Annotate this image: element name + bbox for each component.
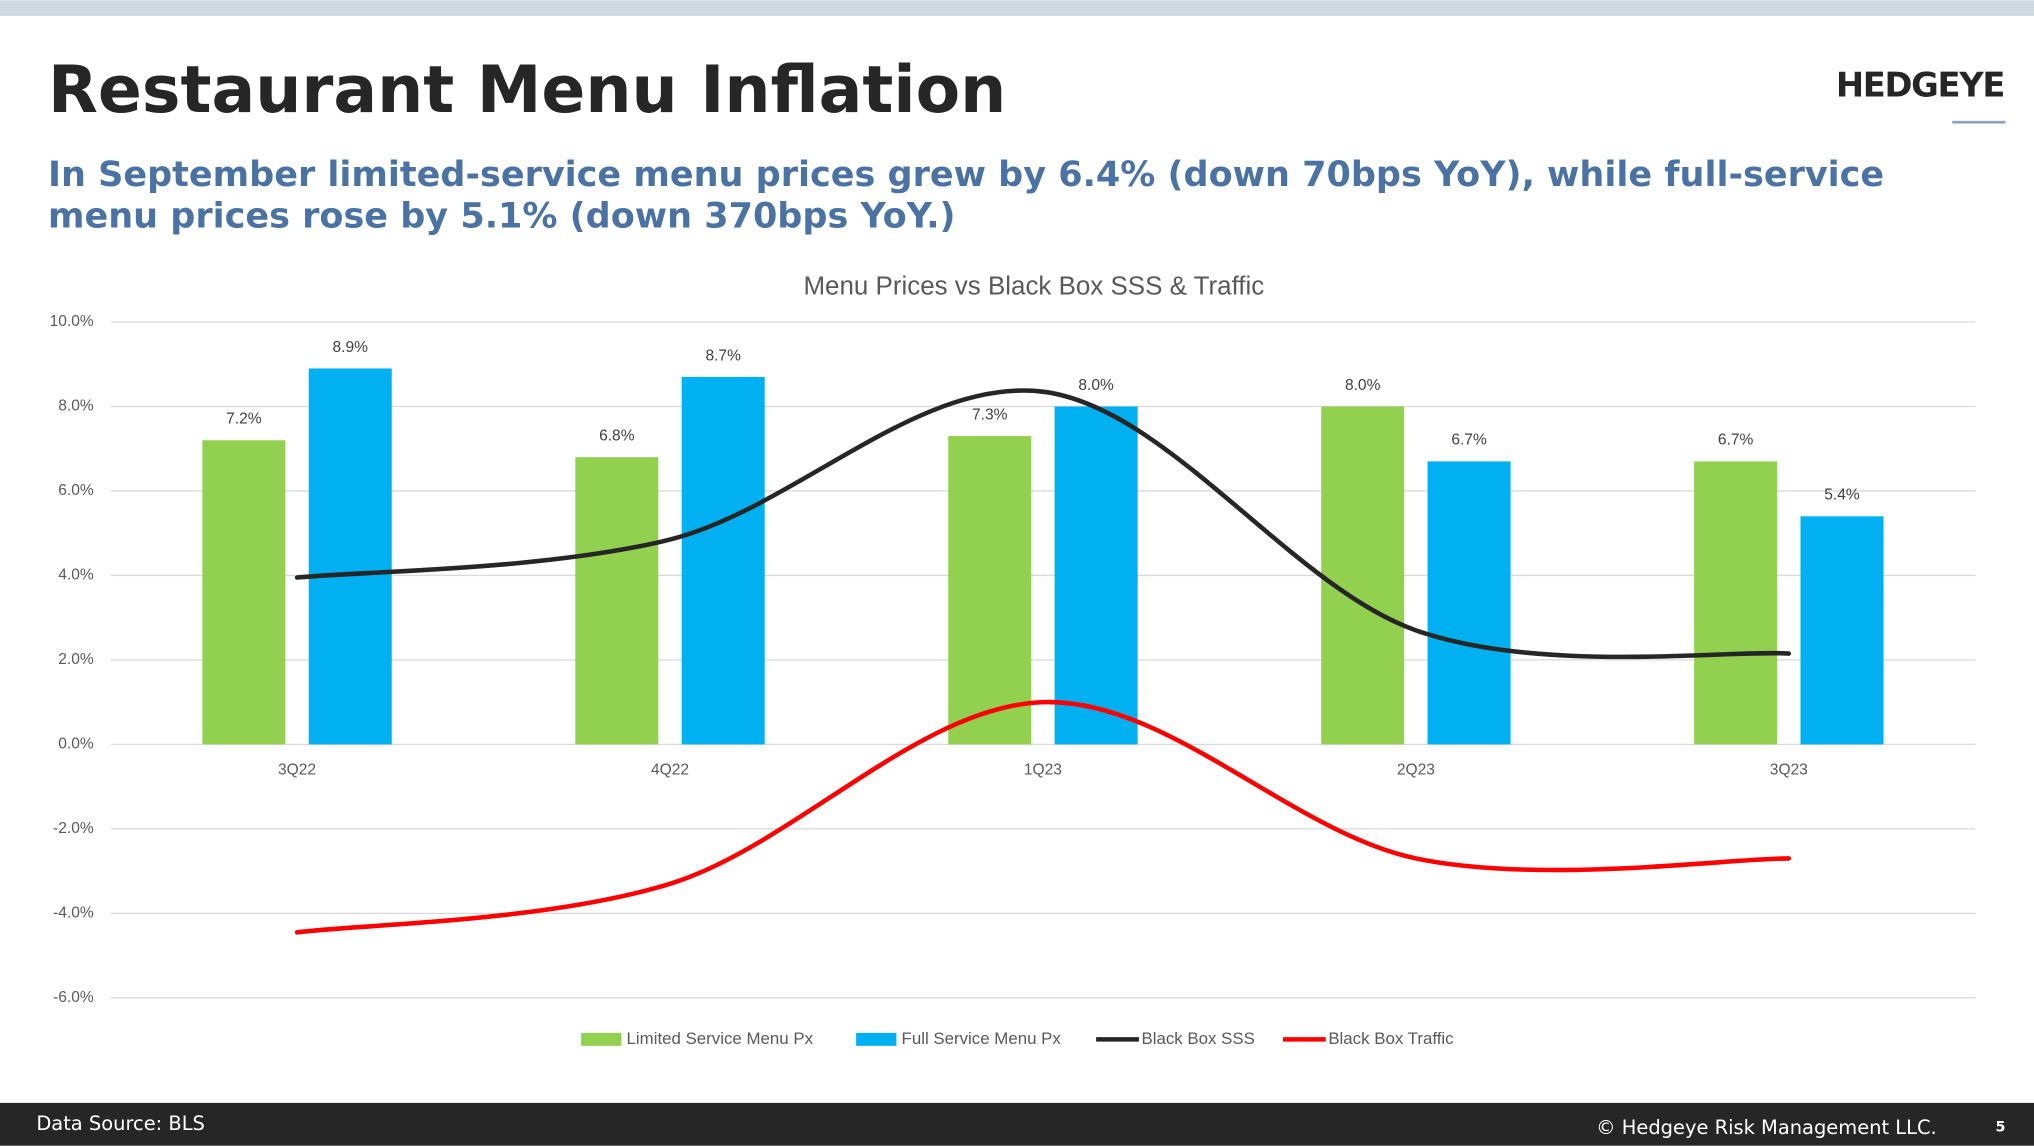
- y-tick-label: 8.0%: [58, 398, 94, 415]
- value-label: 6.8%: [599, 428, 635, 445]
- bar: [308, 368, 392, 745]
- legend-swatch: [856, 1032, 897, 1046]
- x-tick-label: 3Q22: [278, 761, 316, 778]
- value-label: 7.3%: [972, 406, 1008, 423]
- value-label: 8.0%: [1345, 377, 1381, 394]
- bar: [681, 376, 765, 745]
- legend-label: Full Service Menu Px: [902, 1029, 1062, 1048]
- bar: [1427, 461, 1511, 745]
- value-label: 8.7%: [705, 347, 741, 364]
- line: [294, 388, 1792, 660]
- y-tick-label: 6.0%: [58, 482, 94, 499]
- value-label: 7.2%: [226, 411, 262, 428]
- footer-bar: [0, 1102, 2034, 1146]
- x-tick-label: 1Q23: [1024, 761, 1062, 778]
- slide-title: Restaurant Menu Inflation: [48, 53, 1006, 128]
- y-tick-label: 10.0%: [50, 313, 94, 330]
- y-tick-label: 2.0%: [58, 651, 94, 668]
- source: Data Source: BLS: [36, 1112, 205, 1135]
- x-tick-label: 4Q22: [651, 761, 689, 778]
- legend-label: Limited Service Menu Px: [627, 1029, 814, 1048]
- bar: [575, 457, 659, 745]
- line: [294, 699, 1792, 935]
- bar: [1054, 406, 1138, 745]
- y-tick-label: 4.0%: [58, 567, 94, 584]
- value-label: 6.7%: [1718, 432, 1754, 449]
- x-tick-label: 2Q23: [1397, 761, 1435, 778]
- y-tick-label: -2.0%: [53, 820, 94, 837]
- logo: HEDGEYE: [1836, 65, 2004, 104]
- bar: [948, 436, 1032, 745]
- bar: [1321, 406, 1405, 745]
- subtitle-line: menu prices rose by 5.1% (down 370bps Yo…: [48, 195, 956, 236]
- bar: [202, 440, 286, 745]
- value-label: 8.0%: [1078, 377, 1114, 394]
- value-label: 8.9%: [333, 339, 369, 356]
- value-label: 5.4%: [1824, 487, 1860, 504]
- bar: [1694, 461, 1778, 745]
- x-tick-label: 3Q23: [1770, 761, 1808, 778]
- legend-label: Black Box SSS: [1142, 1029, 1255, 1048]
- page-number: 5: [1996, 1119, 2006, 1135]
- chart-title: Menu Prices vs Black Box SSS & Traffic: [803, 273, 1264, 301]
- legend-label: Black Box Traffic: [1328, 1029, 1453, 1048]
- y-tick-label: 0.0%: [58, 736, 94, 753]
- bar: [1800, 516, 1884, 745]
- copyright: © Hedgeye Risk Management LLC.: [1596, 1116, 1937, 1139]
- y-tick-label: -6.0%: [53, 989, 94, 1006]
- subtitle-line: In September limited-service menu prices…: [48, 154, 1884, 195]
- y-tick-label: -4.0%: [53, 904, 94, 921]
- plot: -6.0% -4.0% -2.0% 0.0% 2.0% 4.0% 6.0% 8.0% 10.0%…: [50, 313, 1976, 1048]
- value-label: 6.7%: [1451, 432, 1487, 449]
- legend-swatch: [581, 1032, 622, 1046]
- top-bar: [0, 0, 2034, 16]
